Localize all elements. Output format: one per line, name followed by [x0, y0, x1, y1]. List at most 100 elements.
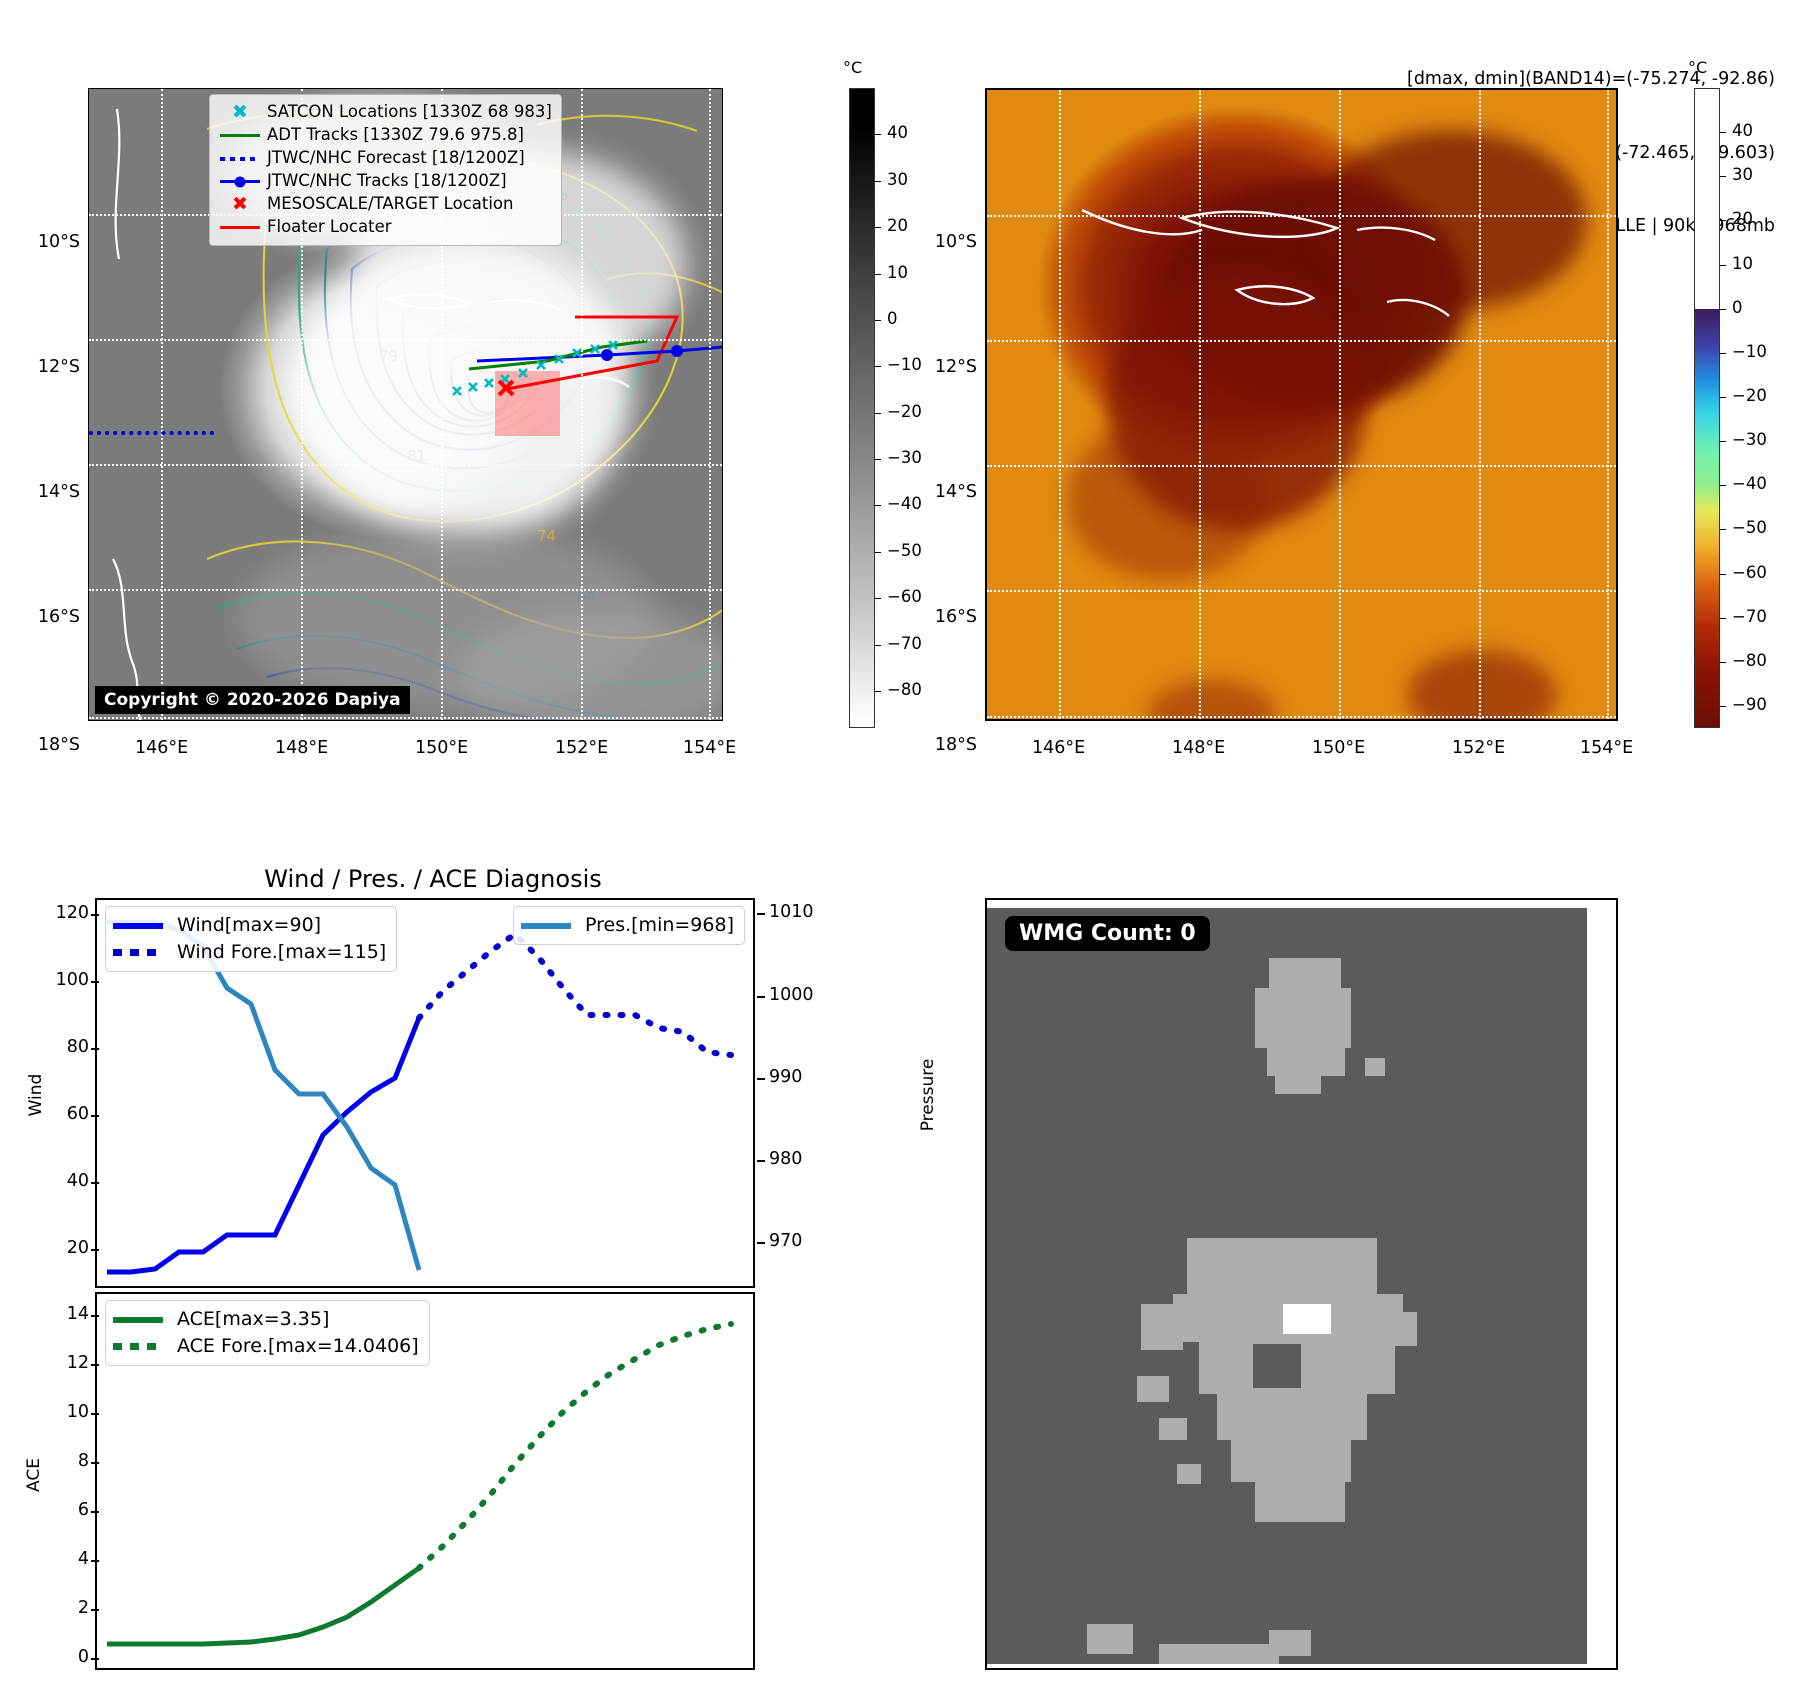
chart-y-tick-label: 0 — [77, 1646, 89, 1667]
colorbar-tickmark — [875, 644, 881, 646]
ir-lat-tick: 18°S — [37, 735, 80, 755]
chart-y-tickmark — [91, 1511, 99, 1513]
chart-y-tick-label: 40 — [66, 1171, 89, 1192]
awv-map-gridlines — [987, 90, 1616, 719]
colorbar-tick-label: 10 — [887, 262, 908, 282]
legend-item-ace-forecast[interactable]: ACE Fore.[max=14.0406] — [113, 1333, 419, 1360]
colorbar-tickmark — [875, 180, 881, 182]
ace-observed-line — [107, 1565, 421, 1647]
colorbar-tickmark — [875, 459, 881, 460]
wind-observed-line — [107, 1017, 422, 1275]
awv-enhanced-ir-map[interactable] — [985, 88, 1618, 721]
colorbar-tickmark — [875, 134, 881, 136]
colorbar-tickmark — [875, 366, 881, 368]
legend-item-jtwc-tracks[interactable]: JTWC/NHC Tracks [18/1200Z] — [217, 170, 552, 193]
legend-item-wind-forecast[interactable]: Wind Fore.[max=115] — [113, 939, 386, 966]
colorbar-tickmark — [1720, 441, 1726, 443]
colorbar-tickmark — [1720, 529, 1726, 531]
chart-y-tick-label: 4 — [77, 1548, 89, 1569]
awv-lat-tick: 10°S — [934, 232, 977, 252]
chart-y-tickmark — [91, 1115, 99, 1118]
colorbar-tickmark — [875, 598, 881, 600]
wmg-panel[interactable]: WMG Count: 0 — [985, 898, 1618, 1670]
ir-lat-tick: 14°S — [37, 482, 80, 502]
ace-chart-legend[interactable]: ACE[max=3.35] ACE Fore.[max=14.0406] — [105, 1300, 430, 1366]
chart-y-tickmark — [91, 1462, 99, 1465]
colorbar-tick-label: −50 — [887, 540, 922, 560]
chart-y-tick-label: 980 — [769, 1148, 803, 1169]
legend-label: SATCON Locations [1330Z 68 983] — [267, 102, 552, 122]
colorbar-tickmark — [875, 412, 881, 414]
chart-y-tick-label: 970 — [769, 1230, 803, 1251]
satcon-markers — [452, 340, 618, 396]
colorbar-tickmark — [1720, 661, 1726, 663]
chart-y-tickmark — [91, 1249, 99, 1252]
colorbar-tickmark — [1720, 617, 1726, 619]
chart-y-tickmark — [91, 913, 99, 916]
x-marker-icon: ✖ — [232, 101, 248, 123]
chart-y-tickmark — [757, 1077, 765, 1080]
awv-lat-tick: 14°S — [934, 482, 977, 502]
chart-y-tick-label: 2 — [77, 1597, 89, 1618]
ir-colorbar-unit: °C — [843, 58, 863, 77]
colorbar-tick-label: 0 — [887, 308, 898, 328]
legend-label: Floater Locater — [267, 217, 392, 237]
chart-y-tick-label: 1000 — [769, 984, 814, 1005]
chart-y-tick-label: 1010 — [769, 902, 814, 923]
legend-item-adt[interactable]: ADT Tracks [1330Z 79.6 975.8] — [217, 124, 552, 147]
colorbar-tick-label: −60 — [1732, 562, 1767, 582]
wind-pressure-chart[interactable]: Wind[max=90] Wind Fore.[max=115] Pres.[m… — [95, 898, 755, 1288]
diagnosis-title: Wind / Pres. / ACE Diagnosis — [264, 865, 602, 893]
chart-y-tickmark — [91, 1048, 99, 1051]
legend-label: ACE Fore.[max=14.0406] — [177, 1335, 419, 1358]
colorbar-tickmark — [875, 505, 881, 507]
chart-y-tick-label: 990 — [769, 1066, 803, 1087]
colorbar-tickmark — [1720, 308, 1726, 310]
legend-item-mesoscale[interactable]: ✖ MESOSCALE/TARGET Location — [217, 193, 552, 216]
colorbar-tick-label: −30 — [887, 448, 922, 467]
legend-item-wind[interactable]: Wind[max=90] — [113, 912, 386, 939]
jtwc-track-line — [476, 345, 722, 363]
chart-y-tickmark — [91, 1608, 99, 1611]
chart-y-tick-label: 120 — [55, 902, 89, 923]
awv-lon-tick: 150°E — [1312, 738, 1366, 758]
solid-line-icon — [113, 922, 171, 929]
legend-item-ace[interactable]: ACE[max=3.35] — [113, 1306, 419, 1333]
ir-lat-tick: 16°S — [37, 607, 80, 627]
colorbar-tickmark — [1720, 396, 1726, 398]
pressure-axis-label: Pressure — [918, 1058, 938, 1132]
ir-map-legend[interactable]: ✖ SATCON Locations [1330Z 68 983] ADT Tr… — [209, 94, 562, 246]
awv-lon-tick: 154°E — [1580, 738, 1634, 758]
awv-colorbar-unit: °C — [1688, 58, 1708, 77]
colorbar-tickmark — [875, 227, 881, 229]
pressure-chart-legend[interactable]: Pres.[min=968] — [513, 906, 745, 945]
legend-item-jtwc-forecast[interactable]: JTWC/NHC Forecast [18/1200Z] — [217, 147, 552, 170]
mesoscale-target-marker — [497, 379, 515, 397]
awv-lon-tick: 146°E — [1032, 738, 1086, 758]
wmg-canvas — [987, 908, 1587, 1664]
legend-item-pressure[interactable]: Pres.[min=968] — [521, 912, 734, 939]
ir-lon-tick: 150°E — [415, 738, 469, 758]
legend-item-satcon[interactable]: ✖ SATCON Locations [1330Z 68 983] — [217, 101, 552, 124]
legend-label: ADT Tracks [1330Z 79.6 975.8] — [267, 125, 524, 145]
colorbar-tick-label: −30 — [1732, 430, 1767, 450]
ir-lon-tick: 152°E — [555, 738, 609, 758]
chart-y-tickmark — [91, 980, 99, 983]
wind-chart-legend[interactable]: Wind[max=90] Wind Fore.[max=115] — [105, 906, 398, 972]
legend-label: MESOSCALE/TARGET Location — [267, 194, 514, 214]
chart-y-tick-label: 80 — [66, 1037, 89, 1058]
ir-colorbar-gradient — [849, 88, 875, 728]
chart-y-tickmark — [91, 1413, 99, 1416]
colorbar-tick-label: 30 — [887, 169, 908, 189]
colorbar-tick-label: 20 — [1732, 209, 1753, 229]
legend-item-floater[interactable]: Floater Locater — [217, 216, 552, 239]
ir-lon-tick: 154°E — [683, 738, 737, 758]
line-with-dot-icon — [217, 180, 263, 183]
ace-chart[interactable]: ACE[max=3.35] ACE Fore.[max=14.0406] — [95, 1292, 755, 1670]
colorbar-tick-label: 30 — [1732, 165, 1753, 185]
awv-lat-tick: 16°S — [934, 607, 977, 627]
colorbar-tick-label: −10 — [1732, 341, 1767, 361]
ir-target-area-map[interactable]: 76 76 79 81 64 74 — [88, 88, 723, 721]
awv-colorbar-gradient — [1694, 88, 1720, 728]
